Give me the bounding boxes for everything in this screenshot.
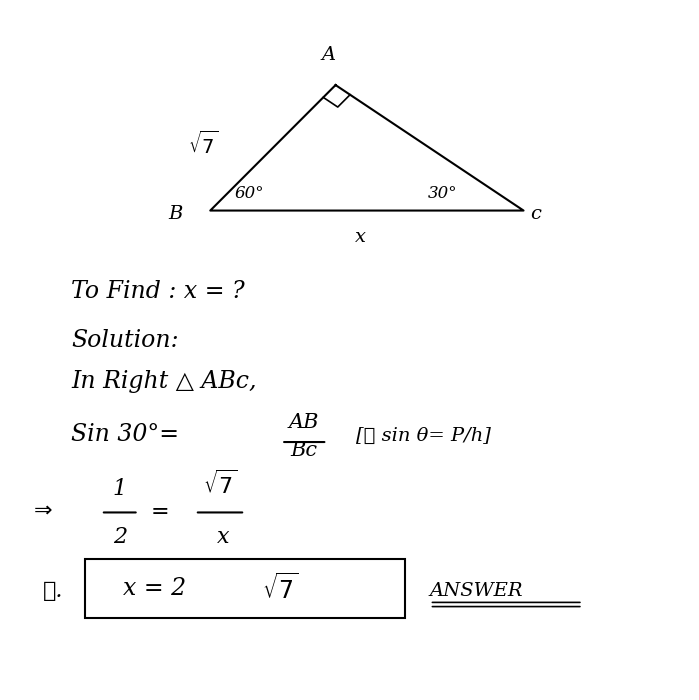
Text: $\sqrt{7}$: $\sqrt{7}$: [203, 470, 238, 498]
Text: x = 2: x = 2: [123, 577, 187, 600]
Text: 30°: 30°: [428, 185, 457, 202]
Text: c: c: [531, 205, 542, 223]
Text: AB: AB: [289, 413, 319, 432]
Text: ∴.: ∴.: [43, 580, 64, 601]
Text: x: x: [217, 526, 229, 547]
Text: [∴ sin θ= P/h]: [∴ sin θ= P/h]: [356, 426, 491, 444]
Text: ⇒: ⇒: [34, 500, 52, 520]
Text: $\sqrt{7}$: $\sqrt{7}$: [188, 131, 219, 158]
Text: A: A: [322, 46, 336, 64]
FancyBboxPatch shape: [85, 559, 405, 618]
Text: $\sqrt{7}$: $\sqrt{7}$: [262, 573, 299, 603]
Text: To Find : x = ?: To Find : x = ?: [71, 280, 245, 302]
Text: 2: 2: [113, 526, 127, 547]
Text: In Right △ ABc,: In Right △ ABc,: [71, 370, 257, 393]
Text: ANSWER: ANSWER: [430, 582, 523, 599]
Text: 60°: 60°: [235, 185, 264, 202]
Text: 1: 1: [113, 478, 127, 500]
Text: x: x: [354, 228, 366, 246]
Text: B: B: [168, 205, 182, 223]
Text: Bc: Bc: [291, 441, 318, 460]
Text: Sin 30°=: Sin 30°=: [71, 423, 179, 446]
Text: =: =: [151, 500, 169, 523]
Text: Solution:: Solution:: [71, 328, 179, 351]
